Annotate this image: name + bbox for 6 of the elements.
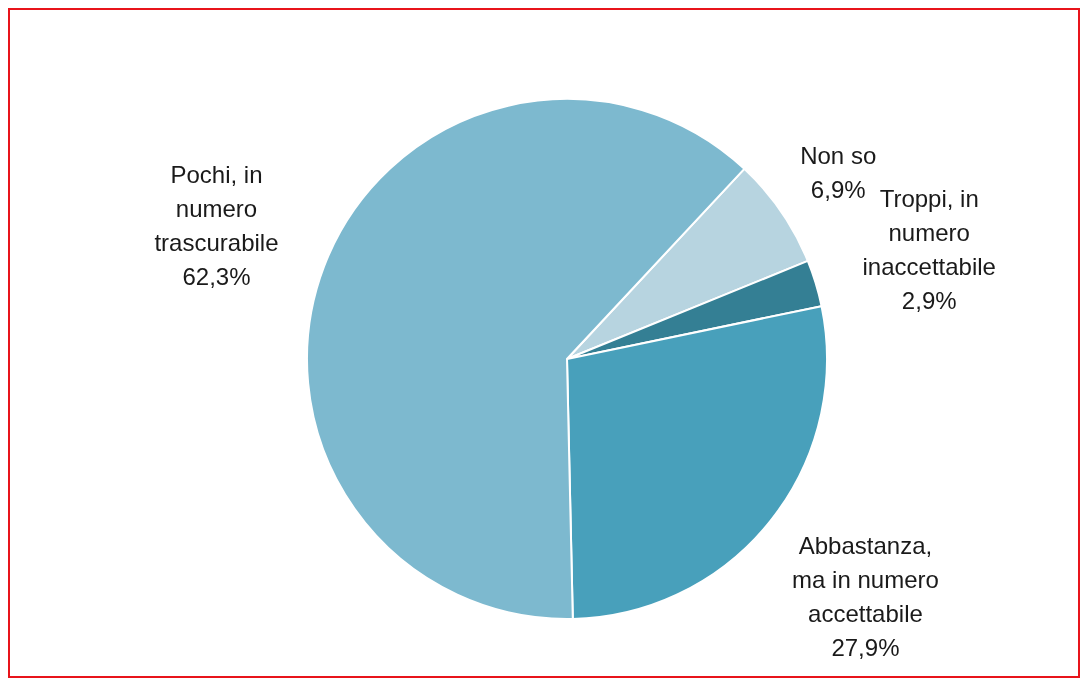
slice-label: Non so bbox=[800, 141, 877, 169]
data-label: 62,3% bbox=[182, 262, 251, 290]
slice-label: Abbastanza, ma in numero accettabile bbox=[792, 531, 939, 627]
data-label: 2,9% bbox=[901, 286, 957, 314]
data-label: 27,9% bbox=[831, 633, 900, 661]
slice-label: Pochi, in numero trascurabile bbox=[154, 160, 279, 256]
